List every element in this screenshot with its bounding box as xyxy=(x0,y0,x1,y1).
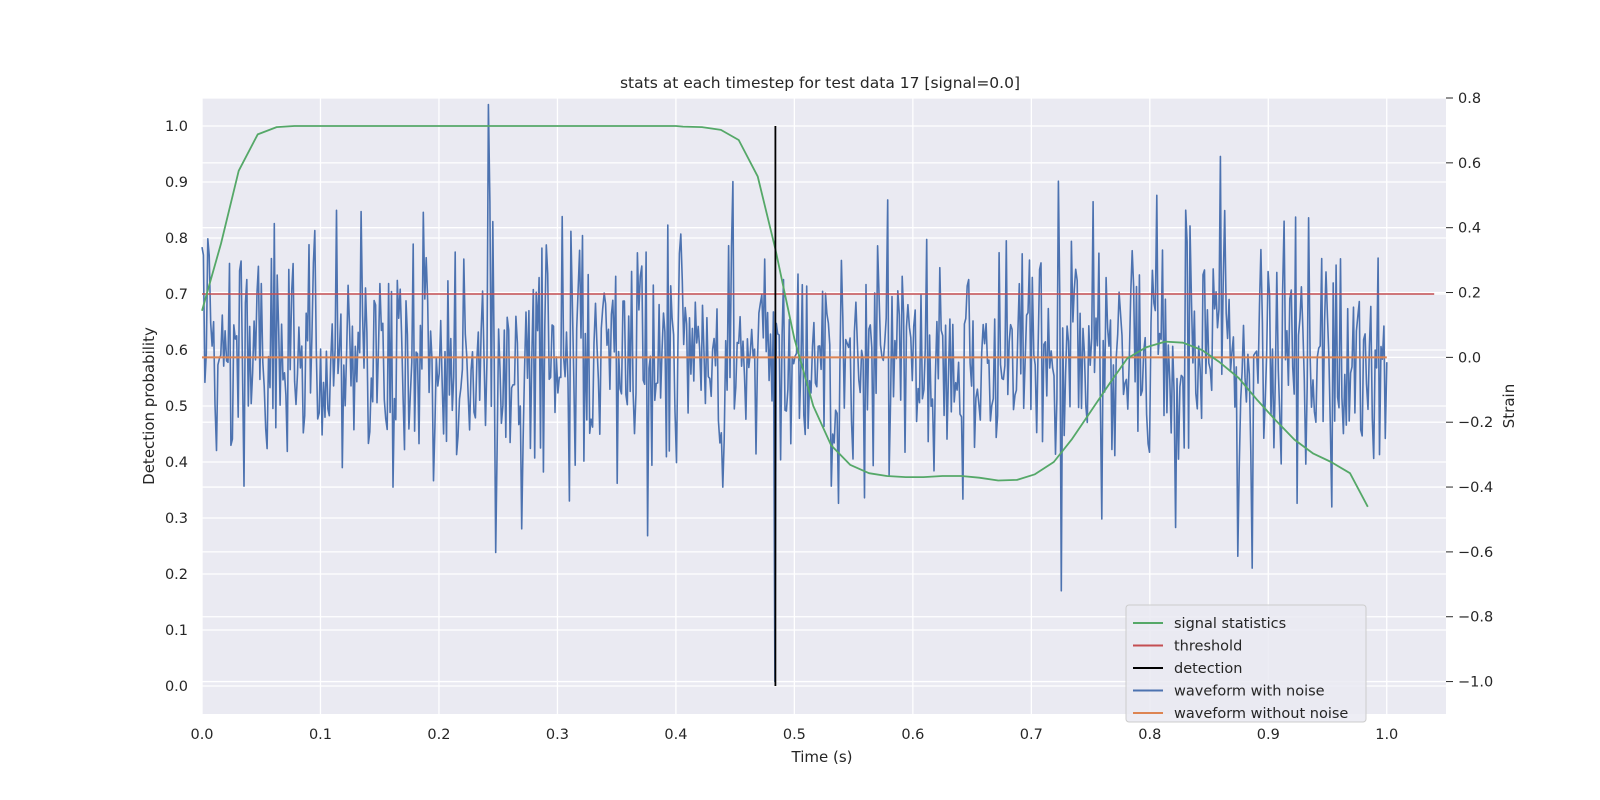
legend-label: signal statistics xyxy=(1174,616,1286,632)
series-signal-statistics xyxy=(201,125,1369,508)
right-y-tick-label: 0.4 xyxy=(1458,221,1481,237)
legend-item: signal statistics xyxy=(1133,616,1286,632)
left-y-tick-label: 0.3 xyxy=(165,511,188,527)
series-waveform-with-noise xyxy=(201,103,1388,683)
x-tick-label: 0.3 xyxy=(546,727,569,743)
chart-title: stats at each timestep for test data 17 … xyxy=(620,74,1020,92)
x-axis-label: Time (s) xyxy=(791,748,853,766)
legend-item: detection xyxy=(1133,661,1242,677)
legend-label: detection xyxy=(1174,661,1242,677)
right-y-tick-label: −0.2 xyxy=(1458,415,1493,431)
x-tick-label: 0.2 xyxy=(427,727,450,743)
right-y-axis-ticks: −1.0 −0.8 −0.6 −0.4 −0.2 0.0 0.2 0.4 0.6 0.8 xyxy=(1446,91,1493,691)
legend-item: waveform with noise xyxy=(1133,684,1325,700)
right-y-tick-label: 0.2 xyxy=(1458,286,1481,302)
left-y-tick-label: 0.8 xyxy=(165,231,188,247)
left-y-tick-label: 0.9 xyxy=(165,175,188,191)
x-tick-label: 1.0 xyxy=(1375,727,1398,743)
x-axis-ticks: 0.0 0.1 0.2 0.3 0.4 0.5 0.6 0.7 0.8 0.9 1.0 xyxy=(190,727,1398,743)
legend-item: threshold xyxy=(1133,639,1242,655)
x-tick-label: 0.8 xyxy=(1138,727,1161,743)
right-y-tick-label: −1.0 xyxy=(1458,675,1493,691)
x-tick-label: 0.5 xyxy=(783,727,806,743)
right-y-tick-label: 0.8 xyxy=(1458,91,1481,107)
left-y-tick-label: 0.2 xyxy=(165,567,188,583)
legend-label: threshold xyxy=(1174,639,1242,655)
legend-label: waveform with noise xyxy=(1174,684,1325,700)
x-tick-label: 0.9 xyxy=(1257,727,1280,743)
right-y-tick-label: −0.4 xyxy=(1458,480,1493,496)
series-layer xyxy=(201,103,1435,686)
legend-item: waveform without noise xyxy=(1133,706,1348,722)
x-tick-label: 0.1 xyxy=(309,727,332,743)
left-y-tick-label: 0.0 xyxy=(165,679,188,695)
left-y-tick-label: 0.7 xyxy=(165,287,188,303)
left-y-tick-label: 0.6 xyxy=(165,343,188,359)
legend-box xyxy=(1125,604,1367,723)
right-y-tick-label: −0.6 xyxy=(1458,545,1493,561)
left-y-axis-label: Detection probability xyxy=(140,327,158,485)
right-y-tick-label: 0.0 xyxy=(1458,350,1481,366)
legend-label: waveform without noise xyxy=(1174,706,1348,722)
left-y-tick-label: 0.5 xyxy=(165,399,188,415)
right-y-axis-label: Strain xyxy=(1500,384,1518,428)
x-tick-label: 0.0 xyxy=(190,727,213,743)
right-y-tick-label: 0.6 xyxy=(1458,156,1481,172)
x-tick-label: 0.6 xyxy=(901,727,924,743)
left-y-axis-ticks: 0.0 0.1 0.2 0.3 0.4 0.5 0.6 0.7 0.8 0.9 1.0 xyxy=(165,119,188,695)
right-y-tick-label: −0.8 xyxy=(1458,610,1493,626)
x-tick-label: 0.7 xyxy=(1020,727,1043,743)
left-y-tick-label: 1.0 xyxy=(165,119,188,135)
x-tick-label: 0.4 xyxy=(664,727,687,743)
left-y-tick-label: 0.1 xyxy=(165,623,188,639)
left-y-tick-label: 0.4 xyxy=(165,455,188,471)
legend: signal statistics threshold detection wavef… xyxy=(1125,604,1367,723)
